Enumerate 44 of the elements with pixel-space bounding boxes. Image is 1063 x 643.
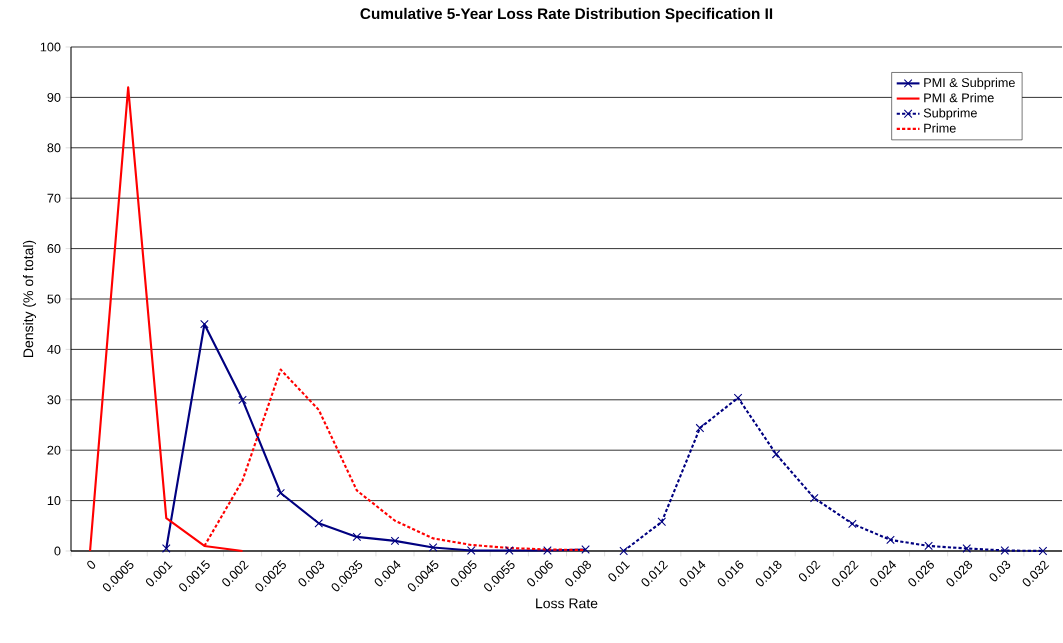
point (276, 488, 285, 498)
y-tick-label: 80 (47, 143, 61, 153)
legend-label: PMI & Subprime (924, 77, 1015, 90)
y-tick-label: 10 (47, 496, 61, 506)
point (352, 532, 362, 542)
point (962, 544, 972, 553)
chart-title: Cumulative 5-Year Loss Rate Distribution Specification II (360, 7, 773, 23)
y-tick-label: 20 (47, 445, 61, 455)
point (733, 393, 743, 403)
point (1038, 546, 1048, 556)
legend-label: Subprime (923, 108, 977, 120)
point (657, 517, 667, 527)
point (314, 518, 324, 528)
y-tick-label: 0 (54, 546, 61, 556)
legend-label: Prime (924, 123, 956, 133)
point (200, 319, 209, 329)
y-tick-label: 30 (47, 395, 61, 405)
y-tick-label: 60 (47, 244, 61, 254)
point (428, 543, 438, 552)
legend-label: PMI & Prime (924, 92, 994, 103)
y-tick-label: 40 (47, 344, 61, 354)
point (924, 541, 933, 551)
point (809, 493, 819, 503)
point (771, 449, 781, 459)
point (543, 546, 552, 555)
y-tick-label: 90 (47, 92, 61, 102)
point (161, 544, 171, 553)
point (848, 519, 857, 529)
y-tick-label: 50 (47, 294, 61, 304)
x-tick-label: 0.01 (608, 561, 630, 582)
point (466, 546, 476, 555)
point (886, 535, 895, 545)
x-axis-title: Loss Rate (536, 598, 598, 609)
point (619, 546, 628, 556)
point (390, 536, 400, 546)
point (505, 546, 514, 555)
y-axis-title: Density (% of total) (22, 240, 37, 357)
x-tick-label: 0 (87, 560, 96, 569)
point (1000, 546, 1010, 555)
y-tick-label: 70 (47, 193, 61, 203)
point (238, 395, 247, 405)
point (581, 545, 590, 554)
y-tick-label: 100 (40, 42, 61, 52)
point (695, 423, 705, 433)
